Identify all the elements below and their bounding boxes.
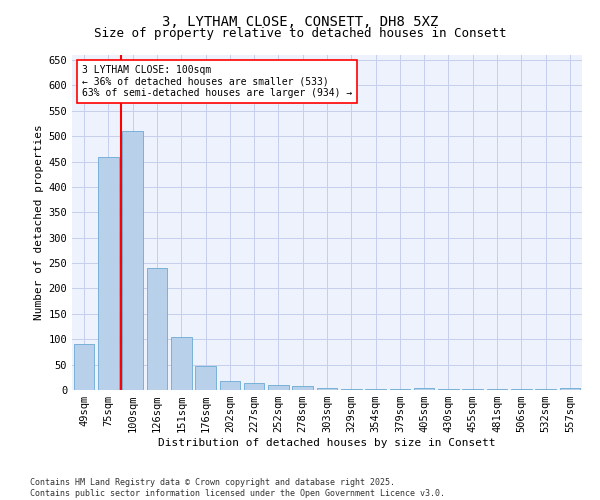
Text: 3 LYTHAM CLOSE: 100sqm
← 36% of detached houses are smaller (533)
63% of semi-de: 3 LYTHAM CLOSE: 100sqm ← 36% of detached… bbox=[82, 65, 352, 98]
Bar bbox=[292, 386, 313, 390]
Bar bbox=[98, 156, 119, 390]
Text: Size of property relative to detached houses in Consett: Size of property relative to detached ho… bbox=[94, 28, 506, 40]
Bar bbox=[244, 384, 265, 390]
Bar bbox=[268, 385, 289, 390]
Bar bbox=[341, 389, 362, 390]
Bar bbox=[195, 366, 216, 390]
Bar bbox=[171, 336, 191, 390]
Y-axis label: Number of detached properties: Number of detached properties bbox=[34, 124, 44, 320]
Bar bbox=[560, 388, 580, 390]
Bar bbox=[122, 131, 143, 390]
X-axis label: Distribution of detached houses by size in Consett: Distribution of detached houses by size … bbox=[158, 438, 496, 448]
Text: 3, LYTHAM CLOSE, CONSETT, DH8 5XZ: 3, LYTHAM CLOSE, CONSETT, DH8 5XZ bbox=[162, 15, 438, 29]
Bar bbox=[317, 388, 337, 390]
Bar bbox=[414, 388, 434, 390]
Text: Contains HM Land Registry data © Crown copyright and database right 2025.
Contai: Contains HM Land Registry data © Crown c… bbox=[30, 478, 445, 498]
Bar bbox=[220, 381, 240, 390]
Bar bbox=[146, 268, 167, 390]
Bar bbox=[74, 344, 94, 390]
